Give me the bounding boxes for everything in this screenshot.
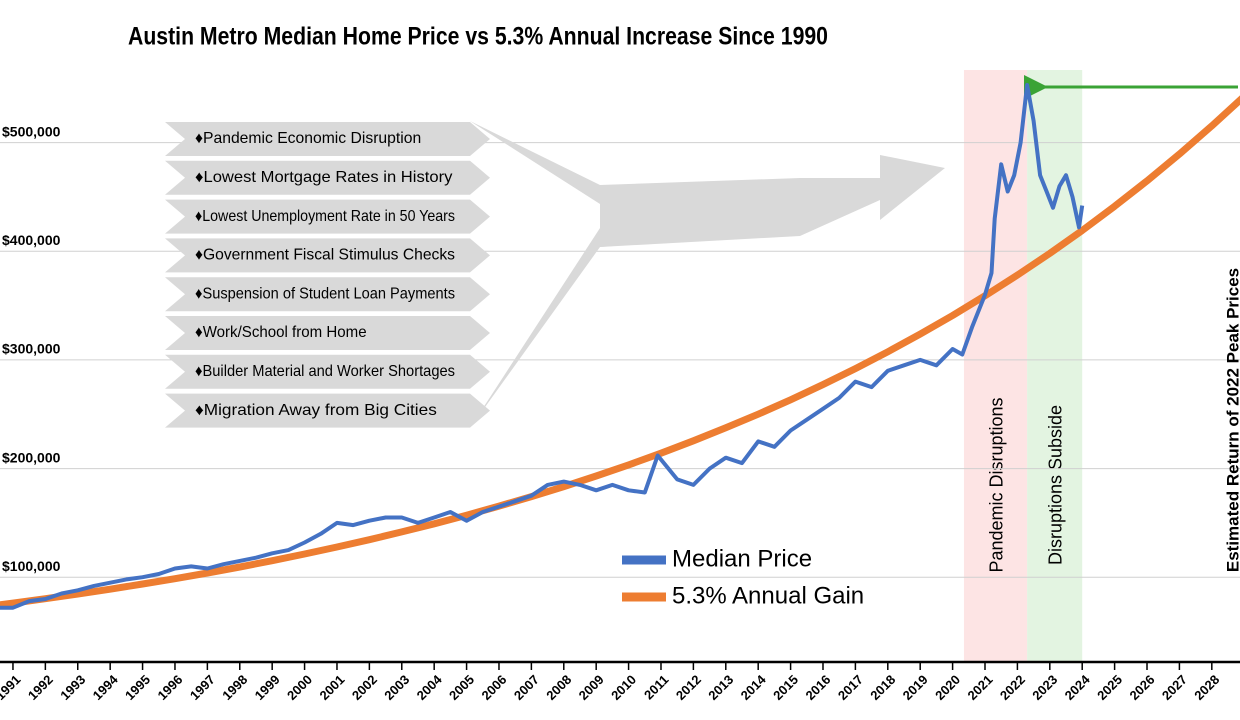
x-tick-label: 1995 — [122, 672, 153, 703]
chart-title: Austin Metro Median Home Price vs 5.3% A… — [128, 23, 828, 51]
x-tick-label: 2023 — [1029, 672, 1060, 703]
x-tick-label: 2017 — [835, 672, 866, 703]
factor-text: ♦Migration Away from Big Cities — [195, 402, 437, 419]
y-tick-label: $300,000 — [2, 341, 61, 357]
x-tick-label: 2019 — [900, 672, 931, 703]
span-band — [1027, 70, 1083, 662]
x-tick-label: 2009 — [576, 672, 607, 703]
span-label: Disruptions Subside — [1045, 405, 1065, 565]
factor-text: ♦Pandemic Economic Disruption — [195, 130, 421, 147]
series-line — [0, 83, 1085, 610]
x-tick-label: 2011 — [641, 672, 672, 703]
factor-row — [165, 277, 490, 312]
x-tick-label: 2013 — [705, 672, 736, 703]
x-tick-label: 2012 — [673, 672, 704, 703]
x-tick-label: 1993 — [57, 672, 88, 703]
factor-row — [165, 199, 490, 234]
x-tick-label: 1992 — [25, 672, 56, 703]
legend-label: 5.3% Annual Gain — [672, 582, 864, 609]
y-tick-label: $100,000 — [2, 558, 61, 574]
span-label: Pandemic Disruptions — [986, 397, 1006, 572]
x-tick-label: 1996 — [154, 672, 185, 703]
x-tick-label: 2020 — [932, 672, 963, 703]
x-tick-label: 1994 — [90, 671, 122, 703]
factor-row — [165, 354, 490, 389]
factor-row — [165, 238, 490, 273]
factor-text: ♦Lowest Mortgage Rates in History — [195, 169, 452, 186]
factor-row — [165, 393, 490, 428]
x-tick-label: 2002 — [349, 672, 380, 703]
legend-label: Median Price — [672, 545, 812, 572]
factor-row — [165, 316, 490, 350]
x-tick-label: 2026 — [1127, 672, 1158, 703]
y-tick-label: $200,000 — [2, 449, 61, 465]
x-tick-label: 2028 — [1191, 672, 1222, 703]
x-tick-label: 2010 — [608, 672, 639, 703]
x-tick-label: 2027 — [1159, 672, 1190, 703]
factor-text: ♦Suspension of Student Loan Payments — [195, 285, 455, 302]
x-tick-label: 2005 — [446, 672, 477, 703]
x-tick-label: 2003 — [381, 672, 412, 703]
factor-row — [165, 160, 490, 195]
x-tick-label: 2015 — [770, 672, 801, 703]
factor-text: ♦Builder Material and Worker Shortages — [195, 363, 455, 380]
x-tick-label: 2016 — [802, 672, 833, 703]
factor-row — [165, 122, 490, 156]
x-tick-label: 2024 — [1062, 671, 1094, 703]
factor-text: ♦Government Fiscal Stimulus Checks — [195, 247, 455, 264]
annotation: Estimated Return of 2022 Peak Prices — [1223, 268, 1240, 572]
series-line — [0, 95, 1240, 609]
x-tick-label: 2007 — [511, 672, 542, 703]
factor-text: ♦Work/School from Home — [195, 324, 367, 341]
x-tick-label: 1998 — [219, 672, 250, 703]
x-tick-label: 2004 — [414, 671, 446, 703]
x-tick-label: 2018 — [867, 672, 898, 703]
x-tick-label: 2001 — [316, 672, 347, 703]
y-tick-label: $500,000 — [2, 123, 61, 139]
x-tick-label: 2022 — [997, 672, 1028, 703]
x-tick-label: 1997 — [187, 672, 218, 703]
x-tick-label: 2014 — [738, 671, 770, 703]
x-tick-label: 2008 — [543, 672, 574, 703]
x-tick-label: 2000 — [284, 672, 315, 703]
x-tick-label: 2021 — [964, 672, 995, 703]
x-tick-label: 1991 — [0, 672, 24, 703]
x-tick-label: 1999 — [252, 672, 283, 703]
factor-arrows — [470, 121, 945, 428]
x-tick-label: 2025 — [1094, 672, 1125, 703]
factor-text: ♦Lowest Unemployment Rate in 50 Years — [195, 208, 455, 225]
x-tick-label: 2006 — [478, 672, 509, 703]
y-tick-label: $400,000 — [2, 232, 61, 248]
